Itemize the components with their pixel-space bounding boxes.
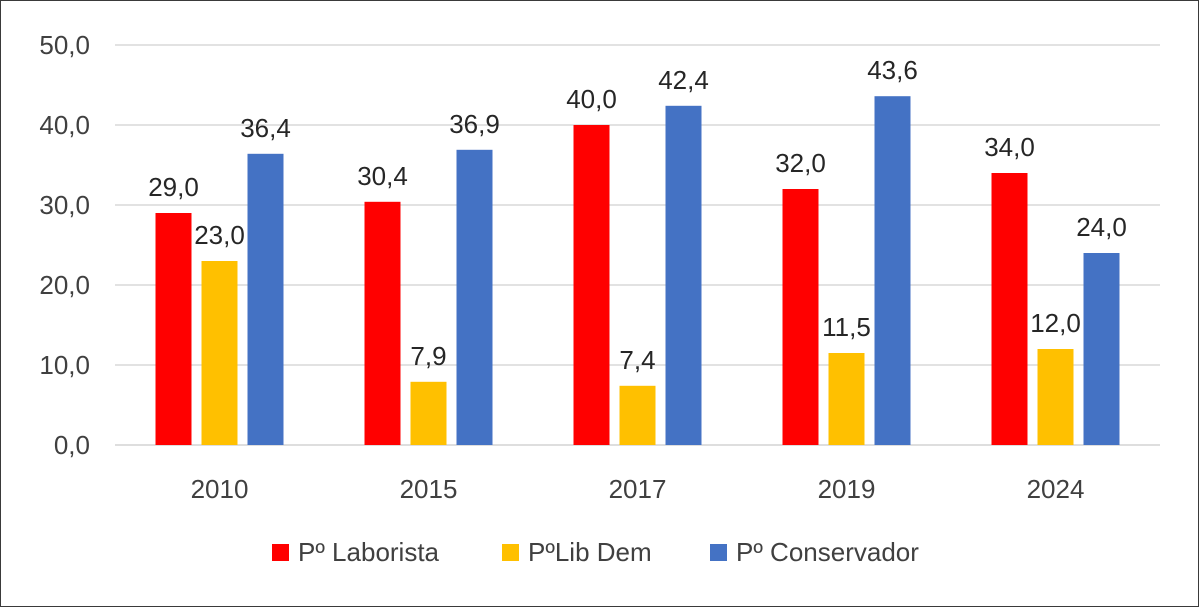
x-tick-label: 2024 <box>1027 474 1085 504</box>
data-label: 42,4 <box>658 65 709 95</box>
y-tick-label: 10,0 <box>39 350 90 380</box>
bar <box>1037 349 1074 445</box>
data-label: 23,0 <box>194 220 245 250</box>
bar <box>155 213 192 445</box>
bar <box>782 189 819 445</box>
data-label: 40,0 <box>566 84 617 114</box>
y-axis-ticks: 0,0 10,0 20,0 30,0 40,0 50,0 <box>39 30 90 460</box>
x-tick-label: 2017 <box>609 474 667 504</box>
data-label: 24,0 <box>1076 212 1127 242</box>
data-label: 11,5 <box>822 312 871 342</box>
x-axis-ticks: 2010 2015 2017 2019 2024 <box>191 474 1085 504</box>
bar <box>573 125 610 445</box>
legend-swatch <box>710 544 727 561</box>
data-label: 43,6 <box>867 55 918 85</box>
x-tick-label: 2010 <box>191 474 249 504</box>
data-label: 29,0 <box>148 172 199 202</box>
y-tick-label: 0,0 <box>54 430 90 460</box>
legend-label: Pº Conservador <box>736 537 919 567</box>
data-label: 34,0 <box>984 132 1035 162</box>
bars <box>155 96 1120 446</box>
legend: Pº Laborista PºLib Dem Pº Conservador <box>272 537 919 567</box>
data-label: 7,4 <box>619 345 655 375</box>
data-labels: 29,0 23,0 36,4 30,4 7,9 36,9 40,0 7,4 42,4 32,0 11… <box>148 55 1127 375</box>
data-label: 36,9 <box>449 109 500 139</box>
x-tick-label: 2019 <box>818 474 876 504</box>
y-tick-label: 50,0 <box>39 30 90 60</box>
legend-label: PºLib Dem <box>528 537 652 567</box>
legend-label: Pº Laborista <box>298 537 440 567</box>
data-label: 12,0 <box>1030 308 1081 338</box>
data-label: 30,4 <box>357 161 408 191</box>
x-tick-label: 2015 <box>400 474 458 504</box>
bar <box>410 381 447 445</box>
y-tick-label: 40,0 <box>39 110 90 140</box>
bar <box>247 153 284 446</box>
bar <box>364 201 401 445</box>
bar <box>991 173 1028 445</box>
bar <box>665 105 702 446</box>
y-tick-label: 20,0 <box>39 270 90 300</box>
bar <box>619 385 656 445</box>
data-label: 32,0 <box>775 148 826 178</box>
data-label: 36,4 <box>240 113 291 143</box>
bar <box>1083 253 1120 445</box>
gridlines <box>115 44 1160 446</box>
bar <box>201 261 238 445</box>
bar <box>456 149 493 446</box>
legend-swatch <box>502 544 519 561</box>
bar <box>874 96 911 445</box>
legend-swatch <box>272 544 289 561</box>
y-tick-label: 30,0 <box>39 190 90 220</box>
bar <box>828 353 865 445</box>
data-label: 7,9 <box>410 341 446 371</box>
